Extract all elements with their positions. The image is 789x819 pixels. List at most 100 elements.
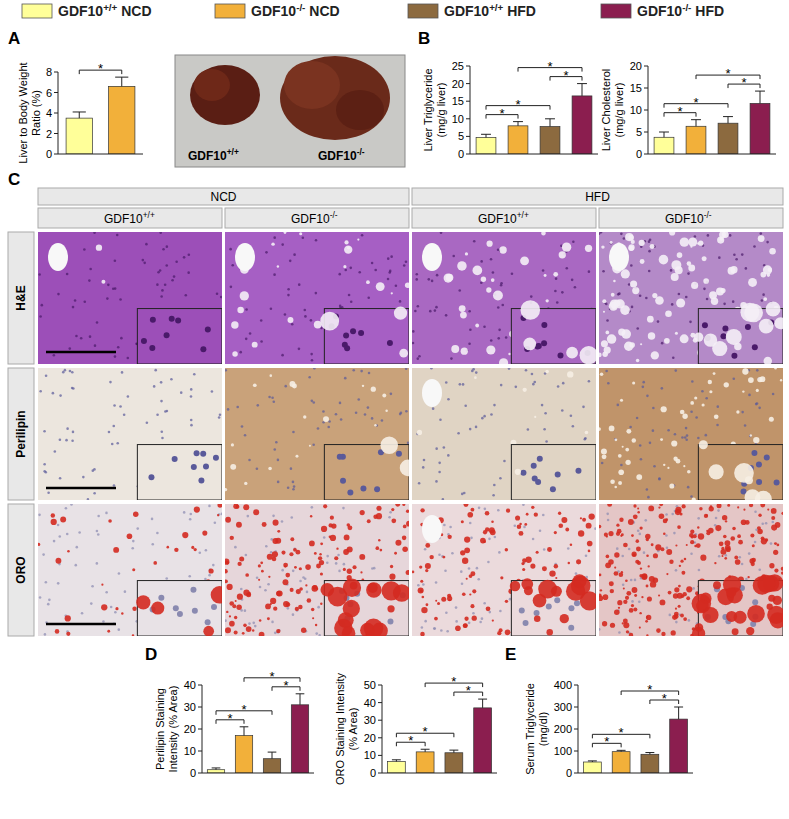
text-part: NCD <box>305 3 339 19</box>
droplet <box>96 245 102 251</box>
liver-ko-lobe <box>336 90 384 130</box>
nucleus <box>443 446 446 449</box>
droplet <box>273 520 279 526</box>
droplet <box>622 446 624 448</box>
inset-droplet <box>692 627 705 636</box>
nucleus <box>417 305 420 308</box>
inset-droplet <box>380 437 397 454</box>
nucleus <box>476 567 479 570</box>
inset-nucleus <box>343 332 349 338</box>
nucleus <box>159 269 162 272</box>
nucleus <box>290 516 293 519</box>
droplet <box>637 507 639 509</box>
droplet <box>617 529 622 534</box>
droplet <box>639 612 641 614</box>
droplet <box>390 565 393 568</box>
droplet <box>633 504 636 507</box>
nucleus <box>429 310 432 313</box>
nucleus <box>284 313 287 316</box>
droplet <box>741 519 747 525</box>
nucleus <box>638 600 641 603</box>
droplet <box>312 585 318 591</box>
droplet <box>530 563 535 568</box>
droplet <box>713 372 716 375</box>
nucleus <box>64 369 67 372</box>
photo-label: GDF10-/- <box>318 147 365 163</box>
liver-ko <box>280 56 390 140</box>
droplet <box>665 310 672 317</box>
legend-label: GDF10-/- HFD <box>637 2 724 19</box>
nucleus <box>38 273 41 276</box>
nucleus <box>697 517 700 520</box>
nucleus <box>756 402 759 405</box>
micrograph <box>412 504 596 636</box>
inset-nucleus <box>535 479 541 485</box>
nucleus <box>265 545 268 548</box>
tissue <box>412 368 596 500</box>
droplet <box>459 305 466 312</box>
nucleus <box>395 284 398 287</box>
droplet <box>470 604 474 608</box>
droplet <box>269 374 272 377</box>
nucleus <box>430 368 433 370</box>
nucleus <box>91 585 94 588</box>
droplet <box>235 600 237 602</box>
nucleus <box>525 369 528 372</box>
inset-nucleus <box>756 461 762 467</box>
nucleus <box>643 551 646 554</box>
nucleus <box>497 306 500 309</box>
droplet <box>599 574 601 577</box>
nucleus <box>542 269 545 272</box>
nucleus <box>647 496 650 499</box>
nucleus <box>322 410 325 413</box>
nucleus <box>66 273 69 276</box>
droplet <box>446 274 454 282</box>
nucleus <box>462 383 465 386</box>
droplet <box>601 340 608 347</box>
superscript: +/+ <box>489 2 503 13</box>
nucleus <box>183 511 186 514</box>
nucleus <box>499 477 502 480</box>
droplet <box>623 622 629 628</box>
droplet <box>632 287 639 294</box>
nucleus <box>588 270 591 273</box>
nucleus <box>701 390 704 393</box>
droplet <box>261 570 264 573</box>
nucleus <box>145 243 148 246</box>
droplet <box>402 504 405 506</box>
droplet <box>748 278 757 287</box>
droplet <box>344 240 348 244</box>
droplet <box>515 516 520 521</box>
nucleus <box>113 484 116 487</box>
droplet <box>463 623 468 628</box>
x-axis <box>58 154 143 155</box>
nucleus <box>685 427 688 430</box>
nucleus <box>648 250 651 253</box>
nucleus <box>407 442 409 445</box>
inset-droplet <box>699 440 708 449</box>
droplet <box>646 585 649 588</box>
nucleus <box>271 396 274 399</box>
nucleus <box>96 562 99 565</box>
droplet <box>376 506 381 511</box>
nucleus <box>220 296 222 299</box>
droplet <box>578 530 584 536</box>
droplet <box>505 630 511 636</box>
droplet <box>675 544 677 546</box>
droplet <box>287 317 293 323</box>
tissue <box>225 368 409 500</box>
droplet <box>694 545 696 547</box>
nucleus <box>71 387 74 390</box>
nucleus <box>771 521 774 524</box>
text-part: GDF10 <box>665 212 704 226</box>
nucleus <box>673 532 676 535</box>
nucleus <box>690 552 693 555</box>
droplet <box>344 245 352 253</box>
nucleus <box>142 259 145 262</box>
droplet <box>648 506 654 512</box>
nucleus <box>561 291 564 294</box>
nucleus <box>310 353 313 356</box>
nucleus <box>39 315 42 318</box>
droplet <box>226 561 229 564</box>
micrograph <box>225 504 409 636</box>
